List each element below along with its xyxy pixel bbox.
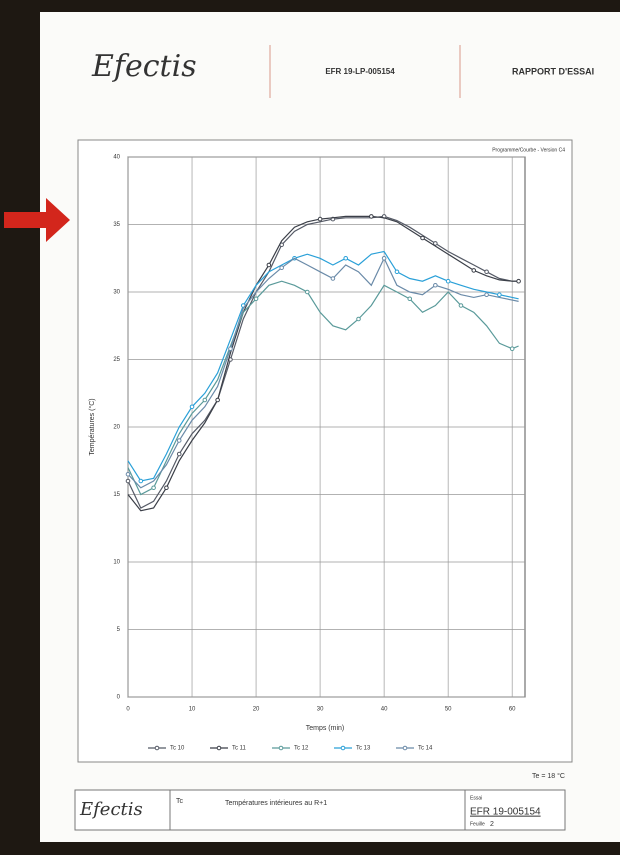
series-marker	[228, 346, 233, 352]
series-marker	[445, 278, 451, 284]
x-tick-label: 50	[445, 707, 452, 713]
legend-marker	[402, 745, 408, 751]
report-reference: EFR 19-LP-005154	[325, 67, 395, 76]
series-marker	[266, 262, 272, 268]
footer-box	[74, 789, 566, 831]
series-marker	[215, 397, 220, 403]
series-line	[127, 250, 519, 482]
series-marker	[471, 268, 477, 273]
series-line	[127, 215, 519, 512]
series-marker	[164, 485, 169, 491]
y-tick-label: 0	[117, 695, 121, 701]
x-tick-label: 60	[509, 707, 516, 713]
y-tick-label: 40	[113, 155, 120, 161]
red-arrow	[4, 198, 70, 242]
series-marker	[176, 438, 182, 443]
series-marker	[125, 471, 131, 477]
series-marker	[176, 451, 182, 457]
x-axis-label: Temps (min)	[306, 725, 345, 732]
y-tick-label: 30	[113, 290, 120, 296]
legend-marker	[278, 745, 284, 751]
legend-marker	[340, 745, 346, 751]
series-marker	[484, 292, 489, 298]
series-marker	[356, 316, 361, 322]
legend-label: Tc 14	[418, 746, 433, 752]
x-tick-label: 40	[381, 707, 388, 713]
y-tick-label: 35	[113, 222, 120, 228]
series-marker	[304, 289, 310, 295]
y-axis-label: Températures (°C)	[88, 398, 96, 455]
series-marker	[279, 265, 284, 271]
y-tick-label: 10	[113, 560, 120, 566]
series-marker	[516, 278, 521, 284]
footer-caption: Températures intérieures au R+1	[225, 800, 327, 807]
x-tick-label: 20	[253, 707, 260, 713]
series-marker	[394, 269, 400, 275]
series-marker	[369, 214, 374, 219]
footer-code: Tc	[176, 798, 184, 805]
y-tick-label: 5	[117, 627, 121, 633]
y-tick-label: 20	[113, 425, 120, 431]
series-marker	[433, 282, 438, 288]
series-marker	[202, 397, 208, 403]
series-marker	[151, 485, 156, 491]
series-marker	[433, 241, 438, 246]
x-tick-label: 30	[317, 707, 324, 713]
page-number: 2	[490, 821, 494, 828]
legend-label: Tc 12	[294, 746, 309, 752]
report-title: RAPPORT D'ESSAI	[512, 66, 594, 76]
series-line	[127, 215, 519, 509]
legend-marker	[154, 745, 160, 751]
test-label: Essai	[470, 795, 482, 801]
y-tick-label: 25	[113, 357, 120, 363]
header-logo: Efectis	[91, 49, 197, 84]
series-marker	[330, 276, 336, 281]
legend-label: Tc 13	[356, 746, 371, 752]
series-line	[127, 280, 519, 496]
series-marker	[420, 235, 425, 241]
series-marker	[509, 346, 515, 352]
legend-label: Tc 11	[232, 746, 247, 752]
series-marker	[138, 478, 144, 484]
series-marker	[253, 296, 259, 302]
series-marker	[317, 216, 323, 222]
series-line	[127, 256, 519, 489]
series-marker	[189, 404, 195, 410]
legend-marker	[216, 745, 222, 751]
series-marker	[407, 296, 413, 302]
page-label: Feuille	[470, 821, 485, 827]
series-marker	[343, 255, 349, 261]
test-number: EFR 19-005154	[470, 807, 541, 818]
chart-title: Programme/Courbe - Version C4	[492, 147, 565, 153]
annotation: Te = 18 °C	[532, 772, 565, 780]
y-tick-label: 15	[113, 492, 120, 498]
series-marker	[497, 292, 502, 298]
series-marker	[381, 255, 387, 261]
legend-label: Tc 10	[170, 746, 185, 752]
footer-logo: Efectis	[79, 799, 143, 820]
x-tick-label: 0	[126, 707, 130, 713]
x-tick-label: 10	[189, 707, 196, 713]
series-marker	[125, 478, 131, 484]
series-marker	[458, 303, 464, 308]
series-marker	[484, 269, 489, 275]
